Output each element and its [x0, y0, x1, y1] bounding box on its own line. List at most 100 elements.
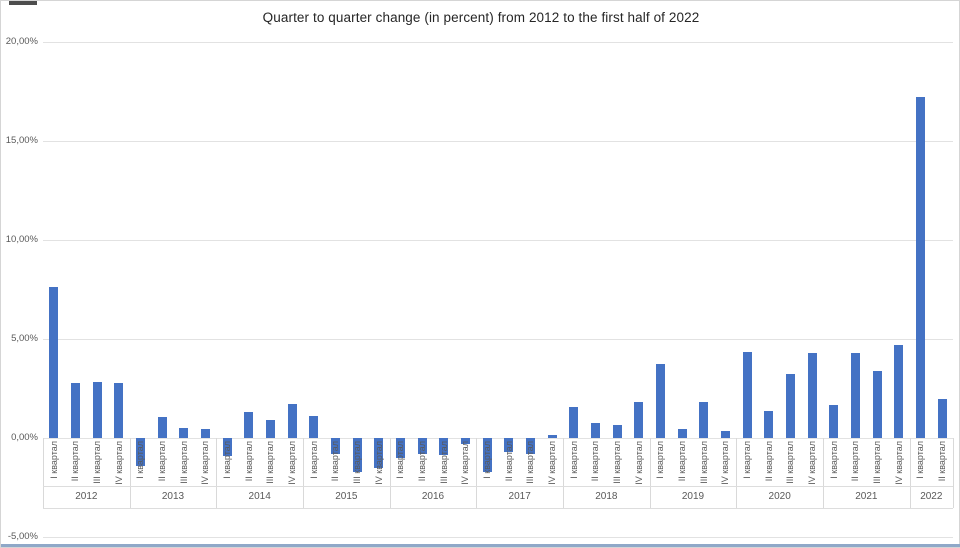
x-axis-quarter-label: III квартал: [606, 441, 628, 487]
x-axis-quarter-label: IV квартал: [368, 441, 390, 487]
x-axis-quarter-label-text: III квартал: [525, 441, 536, 484]
bar-2017-q2: [504, 438, 514, 452]
axis-group-separator: [216, 438, 218, 508]
x-axis-quarter-label: I квартал: [390, 441, 412, 487]
bar-2018-q3: [612, 425, 622, 438]
bar-2013-q2: [157, 417, 167, 438]
x-axis-quarter-label: III квартал: [346, 441, 368, 487]
axis-group-separator: [476, 438, 478, 508]
x-axis-quarter-label: II квартал: [758, 441, 780, 487]
x-axis-quarter-label-text: IV квартал: [287, 441, 298, 485]
bar-2014-q4: [287, 404, 297, 438]
axis-group-separator: [953, 438, 954, 508]
x-axis-quarter-label-text: I квартал: [828, 441, 839, 479]
chart-title: Quarter to quarter change (in percent) f…: [262, 10, 700, 25]
bar-2016-q1: [396, 438, 405, 458]
x-axis-year-label: 2021: [855, 491, 878, 502]
bar-2018-q1: [569, 407, 579, 438]
axis-group-separator: [389, 438, 391, 508]
bar-2020-q4: [807, 352, 817, 438]
axis-group-separator: [909, 438, 911, 508]
x-axis-quarter-label: I квартал: [823, 441, 845, 487]
bar-2021-q3: [872, 370, 882, 438]
x-axis-quarter-label-text: IV квартал: [807, 441, 818, 485]
x-axis-quarter-label: II квартал: [585, 441, 607, 487]
bar-2017-q4: [547, 435, 557, 438]
bar-2020-q2: [764, 411, 774, 438]
x-axis-year-label: 2015: [335, 491, 358, 502]
x-axis-quarter-label: IV квартал: [628, 441, 650, 487]
x-axis-quarter-label-text: II квартал: [157, 441, 168, 482]
bar-2013-q3: [179, 428, 189, 438]
x-axis-quarter-label: III квартал: [866, 441, 888, 487]
x-axis-quarter-label-text: IV квартал: [113, 441, 124, 485]
gridline: [43, 141, 953, 142]
y-axis-tick-label: 20,00%: [5, 36, 38, 47]
y-axis-tick-label: -5,00%: [7, 531, 38, 542]
bar-2021-q2: [851, 352, 860, 438]
x-axis-quarter-label-text: III квартал: [352, 441, 363, 484]
x-axis-quarter-label: I квартал: [476, 441, 498, 487]
x-axis-quarter-label: III квартал: [780, 441, 802, 487]
bar-2015-q4: [374, 438, 384, 468]
x-axis-quarter-label: IV квартал: [801, 441, 823, 487]
x-axis-quarter-label-text: II квартал: [850, 441, 861, 482]
x-axis-quarter-label-text: IV квартал: [460, 441, 471, 485]
x-axis-quarter-label-text: III квартал: [265, 441, 276, 484]
axis-group-separator: [303, 438, 304, 508]
x-axis-quarter-label-text: I квартал: [308, 441, 319, 479]
x-axis-quarter-label: I квартал: [736, 441, 758, 487]
x-axis-quarter-label-text: III квартал: [92, 441, 103, 484]
y-axis-tick-label: 5,00%: [11, 333, 38, 344]
bar-2012-q4: [114, 382, 124, 438]
bar-2013-q4: [201, 429, 210, 438]
x-axis-quarter-label-text: IV квартал: [200, 441, 211, 485]
x-axis-quarter-label-text: II квартал: [70, 441, 81, 482]
bar-2019-q1: [656, 363, 665, 438]
bar-2020-q1: [742, 351, 752, 438]
bar-2014-q3: [266, 420, 275, 438]
x-axis-quarter-label-text: II квартал: [763, 441, 774, 482]
x-axis-quarter-label: IV квартал: [888, 441, 910, 487]
x-axis-quarter-label: II квартал: [325, 441, 347, 487]
bar-2018-q2: [591, 423, 600, 438]
bar-2017-q3: [526, 438, 535, 454]
bar-2016-q3: [439, 438, 449, 455]
x-axis-year-label: 2022: [920, 491, 943, 502]
bar-2016-q2: [417, 438, 427, 454]
axis-group-separator: [129, 438, 131, 508]
gridline: [43, 438, 953, 439]
x-axis-quarter-label-text: I квартал: [742, 441, 753, 479]
x-axis-year-label: 2012: [75, 491, 98, 502]
x-axis-quarter-label: I квартал: [130, 441, 152, 487]
x-axis-quarter-label-text: I квартал: [395, 441, 406, 479]
x-axis-quarter-label-text: III квартал: [872, 441, 883, 484]
x-axis-year-label: 2020: [768, 491, 791, 502]
axis-group-separator: [736, 438, 738, 508]
x-axis-quarter-label-text: II квартал: [503, 441, 514, 482]
x-axis-quarter-label: III квартал: [520, 441, 542, 487]
y-axis-tick-label: 15,00%: [5, 135, 38, 146]
bar-2018-q4: [634, 402, 644, 438]
bar-2017-q1: [482, 438, 492, 472]
x-axis-quarter-label-text: II квартал: [590, 441, 601, 482]
x-axis-year-label: 2017: [508, 491, 531, 502]
axis-group-separator: [823, 438, 824, 508]
x-axis-quarter-label: III квартал: [433, 441, 455, 487]
bar-2015-q1: [309, 416, 319, 438]
axis-group-separator: [649, 438, 651, 508]
gridline: [43, 240, 953, 241]
bar-2019-q4: [721, 431, 730, 438]
bar-2012-q1: [49, 286, 59, 438]
x-axis-quarter-label-text: III квартал: [785, 441, 796, 484]
x-axis-quarter-label: I квартал: [216, 441, 238, 487]
bar-2012-q2: [71, 382, 80, 438]
x-axis-quarter-label: II квартал: [411, 441, 433, 487]
x-axis-quarter-label-text: I квартал: [222, 441, 233, 479]
x-axis-quarter-label-text: I квартал: [135, 441, 146, 479]
bar-2016-q4: [461, 438, 470, 444]
x-axis-quarter-label-text: I квартал: [655, 441, 666, 479]
x-axis-quarter-label: II квартал: [671, 441, 693, 487]
bar-2020-q3: [786, 373, 795, 438]
